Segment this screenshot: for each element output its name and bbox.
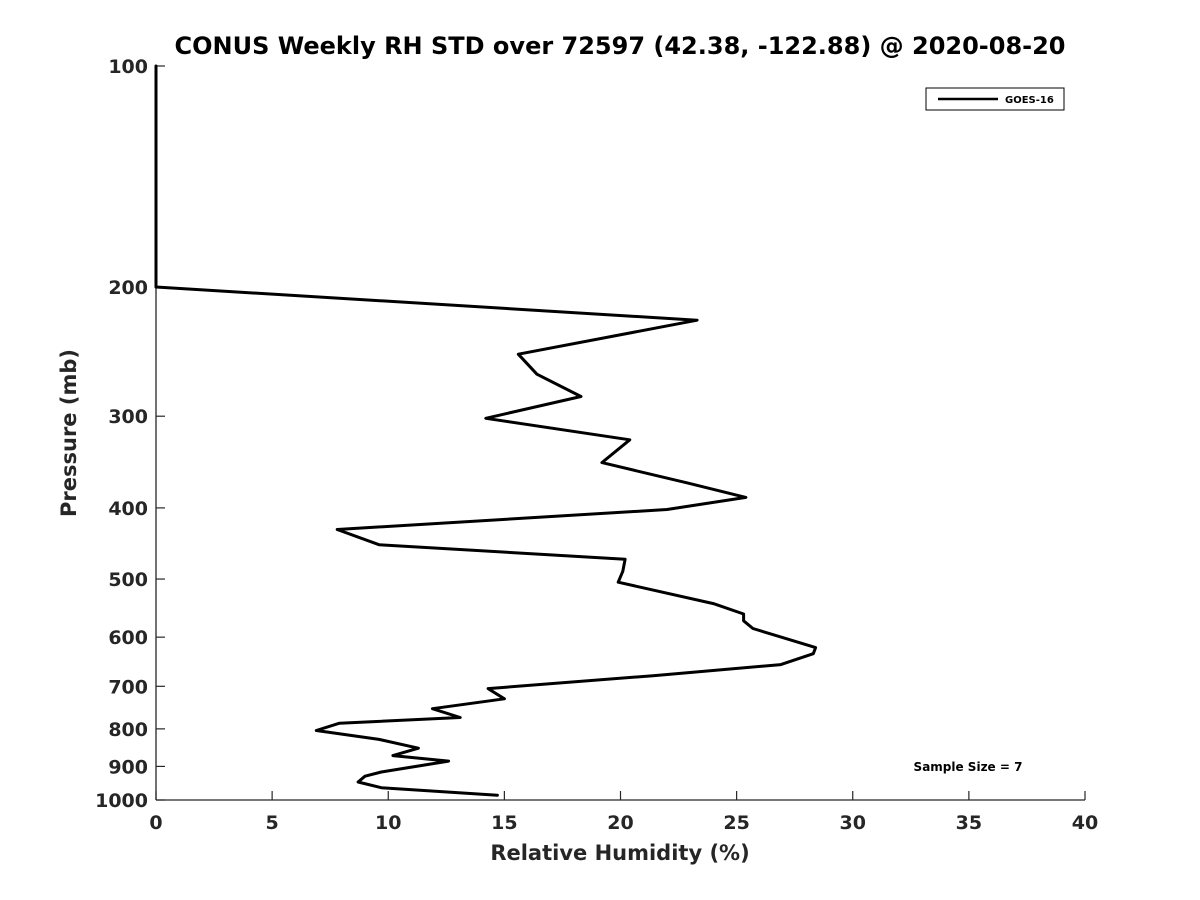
legend: GOES-16: [925, 87, 1065, 111]
y-tick-label: 700: [108, 676, 148, 698]
y-tick-label: 800: [108, 719, 148, 741]
x-tick-label: 30: [840, 812, 866, 834]
y-tick-label: 200: [108, 277, 148, 299]
sample-size-annotation: Sample Size = 7: [914, 760, 1023, 774]
y-axis-ticks: 100 200 300 400 500 600 700 800 900 1000: [95, 56, 165, 812]
x-tick-label: 25: [723, 812, 749, 834]
y-tick-label: 1000: [95, 790, 148, 812]
series-line-goes-16: [154, 64, 818, 797]
x-tick-label: 15: [491, 812, 517, 834]
y-tick-label: 600: [108, 627, 148, 649]
x-tick-label: 20: [607, 812, 633, 834]
series-layer: [154, 64, 818, 797]
legend-label-goes-16: GOES-16: [1005, 95, 1054, 106]
y-tick-label: 500: [108, 569, 148, 591]
x-tick-label: 10: [375, 812, 401, 834]
x-tick-label: 35: [956, 812, 982, 834]
chart-title: CONUS Weekly RH STD over 72597 (42.38, -…: [174, 32, 1065, 60]
y-tick-label: 900: [108, 756, 148, 778]
x-tick-label: 0: [149, 812, 162, 834]
y-tick-label: 100: [108, 56, 148, 78]
x-tick-label: 40: [1072, 812, 1098, 834]
x-axis-ticks: 0 5 10 15 20 25 30 35 40: [149, 791, 1098, 834]
x-tick-label: 5: [266, 812, 279, 834]
y-tick-label: 300: [108, 406, 148, 428]
x-axis-label: Relative Humidity (%): [490, 841, 749, 865]
y-tick-label: 400: [108, 498, 148, 520]
y-axis-label: Pressure (mb): [57, 349, 81, 517]
